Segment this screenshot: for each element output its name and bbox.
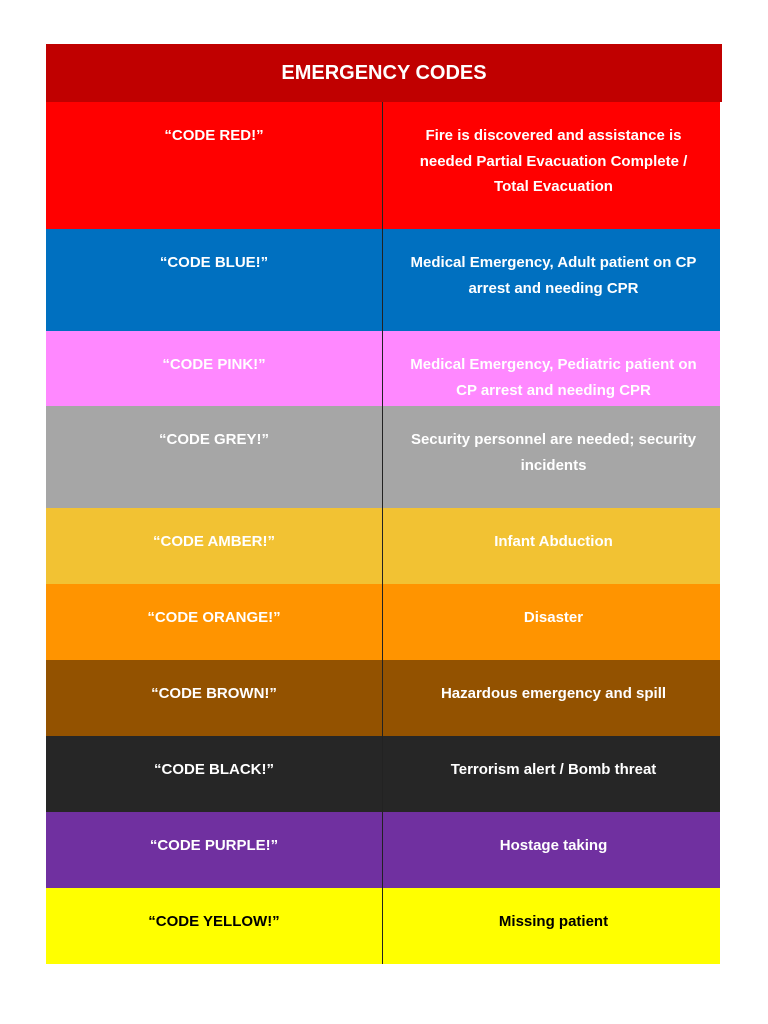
code-description: Security personnel are needed; security … — [410, 431, 697, 474]
code-name: “CODE GREY!” — [46, 406, 383, 508]
code-description: Hostage taking — [499, 837, 608, 854]
code-description: Missing patient — [498, 913, 609, 930]
code-name: “CODE PINK!” — [46, 331, 383, 406]
code-description: Medical Emergency, Pediatric patient on … — [410, 356, 697, 399]
code-name: “CODE RED!” — [46, 102, 383, 229]
code-name: “CODE AMBER!” — [46, 508, 383, 584]
code-description: Infant Abduction — [494, 533, 613, 550]
code-name: “CODE BROWN!” — [46, 660, 383, 736]
code-name: “CODE BLACK!” — [46, 736, 383, 812]
code-description: Hazardous emergency and spill — [440, 685, 667, 702]
code-row: “CODE BROWN!” Hazardous emergency and spi… — [46, 660, 720, 736]
codes-table: EMERGENCY CODES “CODE RED!” Fire is disco… — [46, 44, 722, 964]
code-row: “CODE PURPLE!” Hostage taking — [46, 812, 720, 888]
code-name: “CODE YELLOW!” — [46, 888, 383, 964]
code-row: “CODE YELLOW!” Missing patient — [46, 888, 720, 964]
code-row: “CODE BLACK!” Terrorism alert / Bomb thre… — [46, 736, 720, 812]
code-description: Fire is discovered and assistance is nee… — [419, 127, 688, 195]
code-row: “CODE BLUE!” Medical Emergency, Adult pat… — [46, 229, 720, 331]
code-row: “CODE PINK!” Medical Emergency, Pediatric… — [46, 331, 720, 406]
code-description: Medical Emergency, Adult patient on CP a… — [410, 254, 697, 297]
table-body: “CODE RED!” Fire is discovered and assist… — [46, 102, 722, 964]
code-row: “CODE ORANGE!” Disaster — [46, 584, 720, 660]
code-description: Disaster — [523, 609, 584, 626]
code-name: “CODE BLUE!” — [46, 229, 383, 331]
code-name: “CODE ORANGE!” — [46, 584, 383, 660]
code-row: “CODE GREY!” Security personnel are neede… — [46, 406, 720, 508]
code-row: “CODE AMBER!” Infant Abduction — [46, 508, 720, 584]
code-description: Terrorism alert / Bomb threat — [450, 761, 657, 778]
table-title: EMERGENCY CODES — [46, 44, 722, 102]
code-row: “CODE RED!” Fire is discovered and assist… — [46, 102, 720, 229]
code-name: “CODE PURPLE!” — [46, 812, 383, 888]
